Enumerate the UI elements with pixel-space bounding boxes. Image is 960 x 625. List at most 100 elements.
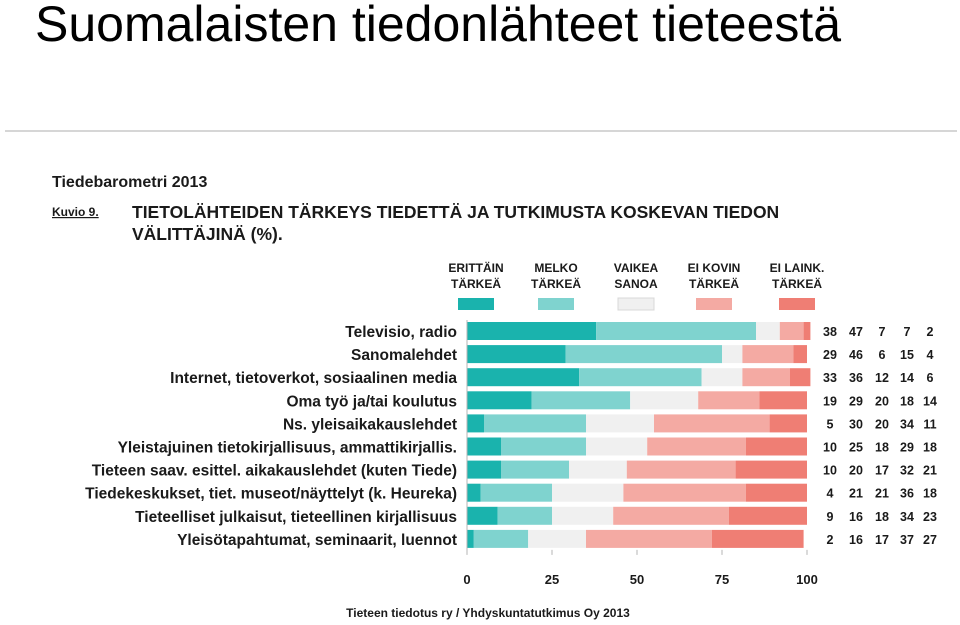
legend-label: ERITTÄIN xyxy=(448,260,503,275)
bar-segment xyxy=(742,345,794,364)
x-axis: 0 25 50 75 100 xyxy=(463,320,818,587)
x-tick-label: 0 xyxy=(463,572,470,587)
bar-segment xyxy=(531,391,631,410)
value-label: 29 xyxy=(900,441,914,455)
value-label: 15 xyxy=(900,348,914,362)
bar-segment xyxy=(501,460,569,479)
value-label: 2 xyxy=(927,325,934,339)
bar-segment xyxy=(596,322,756,340)
value-label: 6 xyxy=(879,348,886,362)
bar-segment xyxy=(528,529,586,548)
bar-segment xyxy=(630,391,699,410)
category-label: Yleistajuinen tietokirjallisuus, ammatti… xyxy=(118,440,457,457)
figure-caption-line-1: TIETOLÄHTEIDEN TÄRKEYS TIEDETTÄ JA TUTKI… xyxy=(132,202,779,222)
bar-segment xyxy=(467,391,532,410)
value-label: 18 xyxy=(923,441,937,455)
value-label: 14 xyxy=(900,371,914,385)
category-label: Internet, tietoverkot, sosiaalinen media xyxy=(170,370,457,387)
value-label: 47 xyxy=(849,325,863,339)
x-tick-label: 50 xyxy=(630,572,644,587)
value-label: 16 xyxy=(849,533,863,547)
value-label: 16 xyxy=(849,510,863,524)
bar-segment xyxy=(565,345,722,364)
value-label: 36 xyxy=(849,371,863,385)
value-label: 11 xyxy=(923,417,936,431)
bar-segment xyxy=(484,414,586,433)
figure-source-label: Tiedebarometri 2013 xyxy=(52,174,207,191)
value-label: 4 xyxy=(827,487,834,501)
value-label: 29 xyxy=(849,394,863,408)
bar-segment xyxy=(552,506,614,525)
value-label: 7 xyxy=(879,325,886,339)
value-label: 7 xyxy=(904,325,911,339)
figure-credit: Tieteen tiedotus ry / Yhdyskuntatutkimus… xyxy=(346,606,630,620)
category-label: Tieteelliset julkaisut, tieteellinen kir… xyxy=(135,509,457,526)
category-label: Sanomalehdet xyxy=(351,347,457,364)
category-label: Oma työ ja/tai koulutus xyxy=(286,393,457,410)
title-divider xyxy=(5,130,957,132)
value-label: 33 xyxy=(823,371,837,385)
legend-label: TÄRKEÄ xyxy=(451,276,501,291)
legend-label: EI KOVIN xyxy=(688,261,741,275)
legend-label: MELKO xyxy=(534,261,577,275)
bar-segment xyxy=(698,391,760,410)
bar-segment xyxy=(467,529,474,548)
legend-label: TÄRKEÄ xyxy=(531,276,581,291)
value-label: 25 xyxy=(849,441,863,455)
legend-label: TÄRKEÄ xyxy=(689,276,739,291)
x-tick-label: 75 xyxy=(715,572,729,587)
value-label: 4 xyxy=(927,348,934,362)
value-label: 18 xyxy=(900,394,914,408)
value-label: 2 xyxy=(827,533,834,547)
bar-segment xyxy=(623,483,746,502)
value-label: 23 xyxy=(923,510,937,524)
legend-label: VAIKEA xyxy=(614,261,659,275)
value-label: 17 xyxy=(875,464,889,478)
bar-segment xyxy=(467,345,566,364)
x-tick-label: 100 xyxy=(796,572,818,587)
value-label: 34 xyxy=(900,510,914,524)
bar-segment xyxy=(497,506,552,525)
legend-label: EI LAINK. xyxy=(770,261,825,275)
value-label: 12 xyxy=(875,371,889,385)
bar-segment xyxy=(647,437,746,456)
value-label: 34 xyxy=(900,417,914,431)
legend-swatch xyxy=(458,298,494,310)
bar-segment xyxy=(793,345,807,364)
value-label: 20 xyxy=(875,417,889,431)
bar-segment xyxy=(569,460,627,479)
value-label: 21 xyxy=(849,487,863,501)
bar-segment xyxy=(728,506,807,525)
bar-segment xyxy=(613,506,729,525)
value-label: 9 xyxy=(827,510,834,524)
bar-segment xyxy=(467,483,481,502)
value-label: 14 xyxy=(923,394,937,408)
bar-segment xyxy=(654,414,770,433)
value-label: 10 xyxy=(823,464,837,478)
value-label: 18 xyxy=(875,441,889,455)
legend-swatch xyxy=(696,298,732,310)
value-label: 19 xyxy=(823,394,837,408)
category-labels: Televisio, radio Sanomalehdet Internet, ti… xyxy=(85,324,457,549)
bar-segment xyxy=(742,368,790,387)
bar-segment xyxy=(790,368,811,387)
bar-segment xyxy=(759,391,807,410)
value-label: 38 xyxy=(823,325,837,339)
value-label: 21 xyxy=(923,464,937,478)
value-label: 46 xyxy=(849,348,863,362)
value-label: 37 xyxy=(900,533,914,547)
category-label: Yleisötapahtumat, seminaarit, luennot xyxy=(177,532,457,549)
value-label: 30 xyxy=(849,417,863,431)
category-label: Ns. yleisaikakauslehdet xyxy=(283,416,457,433)
legend-swatch xyxy=(779,298,815,310)
bar-segment xyxy=(586,529,712,548)
value-label: 18 xyxy=(875,510,889,524)
value-label: 27 xyxy=(923,533,937,547)
value-label: 20 xyxy=(849,464,863,478)
x-tick-label: 25 xyxy=(545,572,559,587)
bar-segment xyxy=(552,483,624,502)
bar-segment xyxy=(722,345,743,364)
bar-segment xyxy=(501,437,586,456)
value-label: 5 xyxy=(827,417,834,431)
